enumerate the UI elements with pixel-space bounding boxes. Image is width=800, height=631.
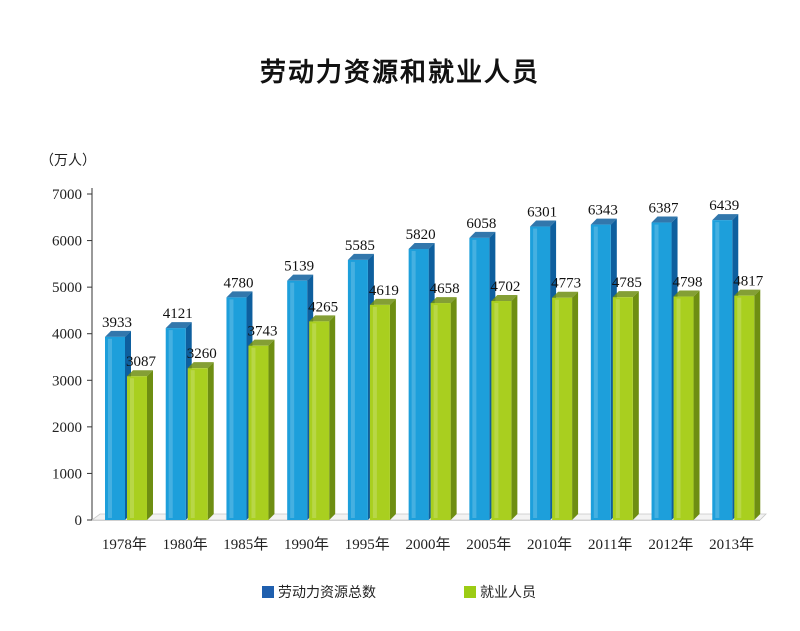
- data-label-labor-total: 5820: [406, 227, 436, 243]
- x-tick-label: 1978年: [102, 536, 147, 553]
- bar-employed: [612, 291, 639, 520]
- data-label-labor-total: 6301: [527, 205, 557, 221]
- y-tick-label: 3000: [52, 373, 82, 389]
- legend: 劳动力资源总数 就业人员: [0, 582, 800, 602]
- x-tick-label: 2005年: [466, 536, 511, 553]
- data-label-employed: 3087: [126, 354, 157, 370]
- data-label-labor-total: 3933: [102, 315, 132, 331]
- legend-item-employed: 就业人员: [464, 582, 536, 602]
- bar-employed: [309, 315, 336, 520]
- legend-item-labor-total: 劳动力资源总数: [262, 582, 376, 602]
- y-tick-label: 0: [75, 513, 83, 529]
- data-label-employed: 4265: [308, 299, 338, 315]
- legend-swatch-employed: [464, 586, 476, 598]
- x-tick-label: 2000年: [405, 536, 450, 553]
- bar-employed: [734, 289, 761, 520]
- data-label-employed: 3260: [187, 346, 217, 362]
- data-label-labor-total: 6058: [466, 216, 496, 232]
- x-tick-label: 1980年: [163, 536, 208, 553]
- x-tick-label: 2012年: [648, 536, 693, 553]
- bar-employed: [127, 370, 153, 520]
- data-label-labor-total: 6439: [709, 198, 739, 214]
- bar-employed: [673, 290, 700, 520]
- y-tick-label: 6000: [52, 234, 82, 250]
- data-label-labor-total: 5585: [345, 238, 375, 254]
- data-label-employed: 4817: [733, 274, 764, 290]
- y-tick-label: 4000: [52, 327, 82, 343]
- legend-label-employed: 就业人员: [480, 585, 536, 601]
- data-label-employed: 4619: [369, 283, 399, 299]
- data-label-employed: 4773: [551, 276, 581, 292]
- x-tick-label: 2010年: [527, 536, 572, 553]
- data-label-labor-total: 5139: [284, 259, 314, 275]
- bar-employed: [430, 297, 457, 520]
- bar-employed: [552, 291, 579, 520]
- data-label-labor-total: 6343: [588, 203, 618, 219]
- legend-label-labor-total: 劳动力资源总数: [278, 585, 376, 601]
- y-axis-unit-label: （万人）: [40, 153, 96, 169]
- y-tick-label: 1000: [52, 466, 82, 482]
- data-label-employed: 4702: [490, 279, 520, 295]
- data-label-labor-total: 4121: [163, 306, 193, 322]
- x-tick-label: 1990年: [284, 536, 329, 553]
- x-tick-label: 2013年: [709, 536, 754, 553]
- data-label-labor-total: 4780: [223, 275, 253, 291]
- y-tick-label: 5000: [52, 280, 82, 296]
- bar-employed: [491, 295, 518, 520]
- data-label-labor-total: 6387: [649, 201, 680, 217]
- legend-swatch-labor-total: [262, 586, 274, 598]
- data-label-employed: 4658: [430, 281, 460, 297]
- bar-employed: [248, 339, 275, 520]
- data-label-employed: 4785: [612, 275, 642, 291]
- data-label-employed: 4798: [673, 275, 703, 291]
- y-tick-label: 2000: [52, 420, 82, 436]
- x-tick-label: 1985年: [223, 536, 268, 553]
- y-tick-label: 7000: [52, 187, 82, 203]
- bar-employed: [187, 362, 214, 520]
- x-tick-label: 1995年: [345, 536, 390, 553]
- data-label-employed: 3743: [247, 324, 277, 340]
- bar-employed: [369, 298, 396, 520]
- chart-title: 劳动力资源和就业人员: [259, 58, 540, 88]
- x-tick-label: 2011年: [588, 536, 632, 553]
